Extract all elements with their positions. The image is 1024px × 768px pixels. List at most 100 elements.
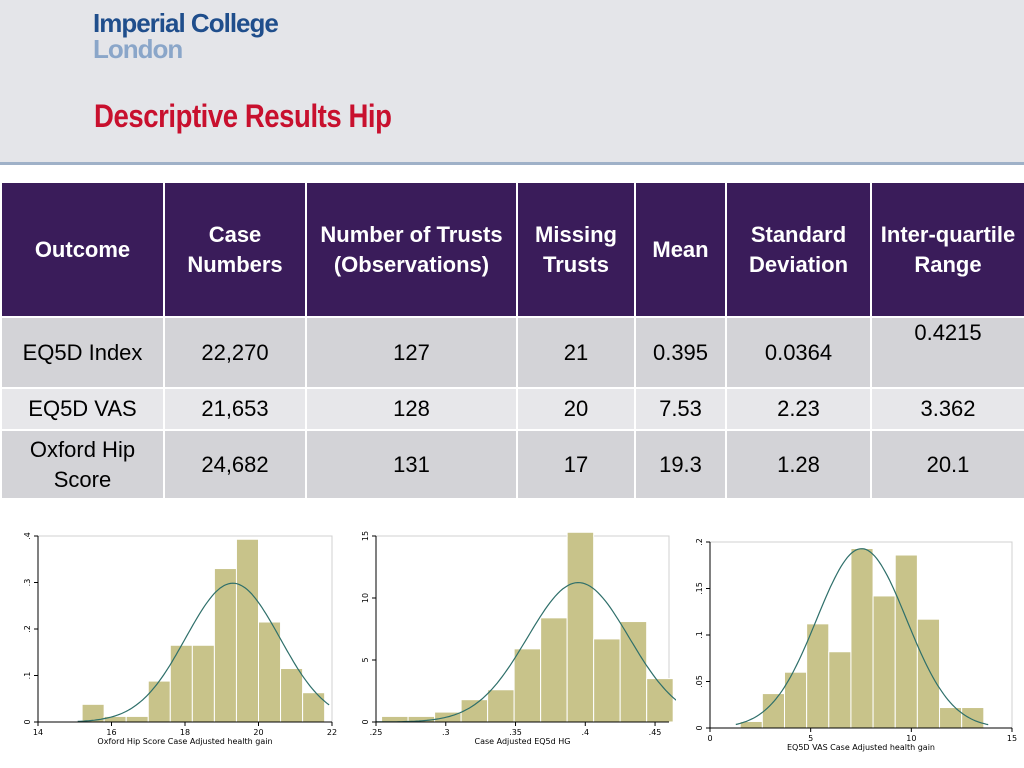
y-tick-label: .2 xyxy=(695,538,704,546)
y-tick-label: .1 xyxy=(695,631,704,639)
table-row: EQ5D Index 22,270 127 21 0.395 0.0364 0.… xyxy=(0,316,1024,389)
histogram-eq5d-vas: 0 .05 .1 .15 .2 0 5 10 15 EQ5D VAS Case Adjusted … xyxy=(676,532,1021,760)
imperial-college-logo: Imperial College London xyxy=(93,8,279,64)
x-axis-title: EQ5D VAS Case Adjusted health gain xyxy=(787,743,935,752)
x-tick-label: .4 xyxy=(581,728,589,737)
x-tick-label: 14 xyxy=(33,728,43,737)
table-cell: 20 xyxy=(516,387,636,431)
table-cell: 127 xyxy=(305,316,518,389)
histogram-bar xyxy=(169,644,193,723)
column-header-missing-trusts: Missing Trusts xyxy=(516,181,636,318)
column-header-mean: Mean xyxy=(634,181,727,318)
table-cell: 19.3 xyxy=(634,429,727,500)
table-row: Oxford Hip Score 24,682 131 17 19.3 1.28… xyxy=(0,429,1024,500)
histogram-bar xyxy=(593,638,621,723)
column-header-standard-deviation: Standard Deviation xyxy=(725,181,872,318)
table-cell: 17 xyxy=(516,429,636,500)
table-cell: 0.4215 xyxy=(870,316,1024,389)
histogram-bar xyxy=(916,618,941,729)
slide-title: Descriptive Results Hip xyxy=(94,98,392,134)
histogram-bar xyxy=(125,715,149,723)
histogram-bar xyxy=(872,595,896,729)
table-cell: 20.1 xyxy=(870,429,1024,500)
x-tick-label: .35 xyxy=(509,728,522,737)
y-tick-label: 0 xyxy=(695,725,704,730)
y-tick-label: .2 xyxy=(23,625,32,633)
x-tick-label: 5 xyxy=(808,734,813,743)
histogram-bar xyxy=(258,621,282,723)
histogram-eq5d-vas-svg: 0 .05 .1 .15 .2 0 5 10 15 EQ5D VAS Case Adjusted … xyxy=(695,538,1017,752)
x-tick-label: .25 xyxy=(370,728,383,737)
table-cell: 1.28 xyxy=(725,429,872,500)
table-cell: 0.0364 xyxy=(725,316,872,389)
x-tick-label: 22 xyxy=(327,728,337,737)
histogram-oxford-hip-svg: 0 .1 .2 .3 .4 14 16 18 20 22 Oxford Hip Score Case… xyxy=(23,532,337,746)
histogram-bar xyxy=(280,668,304,723)
y-tick-label: 15 xyxy=(361,531,370,541)
x-tick-label: 15 xyxy=(1007,734,1017,743)
table-header-row: Outcome Case Numbers Number of Trusts (O… xyxy=(0,181,1024,318)
x-tick-label: 16 xyxy=(106,728,116,737)
histogram-bar xyxy=(619,621,648,723)
histogram-bar xyxy=(103,715,127,723)
table-cell: 24,682 xyxy=(163,429,307,500)
table-cell: 3.362 xyxy=(870,387,1024,431)
table-cell: 21 xyxy=(516,316,636,389)
histogram-bar xyxy=(513,648,542,723)
histogram-bar xyxy=(961,707,985,729)
table-cell: 7.53 xyxy=(634,387,727,431)
logo-line-2: London xyxy=(93,34,183,64)
x-tick-label: .3 xyxy=(442,728,450,737)
column-header-number-of-trusts: Number of Trusts (Observations) xyxy=(305,181,518,318)
column-header-outcome: Outcome xyxy=(0,181,165,318)
histogram-bar xyxy=(761,693,785,729)
normal-density-curve xyxy=(77,582,330,722)
histogram-eq5d-index-svg: 0 5 10 15 .25 .3 .35 .4 .45 Case Adjusted EQ5d HG xyxy=(361,531,679,746)
y-tick-label: .3 xyxy=(23,579,32,587)
histogram-bar xyxy=(147,680,171,723)
histogram-bar xyxy=(828,651,852,729)
table-cell: 21,653 xyxy=(163,387,307,431)
y-tick-label: 0 xyxy=(23,719,32,724)
logo-line-1: Imperial College xyxy=(93,8,279,38)
x-axis-title: Case Adjusted EQ5d HG xyxy=(475,737,571,746)
x-tick-label: 0 xyxy=(707,734,712,743)
histogram-bar xyxy=(850,548,874,729)
histogram-bar xyxy=(894,554,918,729)
column-header-case-numbers: Case Numbers xyxy=(163,181,307,318)
histogram-bar xyxy=(191,644,215,723)
table-cell: 2.23 xyxy=(725,387,872,431)
descriptive-results-table: Outcome Case Numbers Number of Trusts (O… xyxy=(0,181,1024,500)
histogram-bar xyxy=(213,568,237,723)
histogram-bar xyxy=(302,692,326,723)
histogram-eq5d-index: 0 5 10 15 .25 .3 .35 .4 .45 Case Adjusted EQ5d HG xyxy=(342,524,682,750)
histogram-bar xyxy=(540,617,568,723)
table-cell: 128 xyxy=(305,387,518,431)
y-tick-label: 0 xyxy=(361,719,370,724)
histogram-bar xyxy=(566,531,595,723)
histogram-bar xyxy=(235,538,259,723)
table-cell: EQ5D VAS xyxy=(0,387,165,431)
y-tick-label: .05 xyxy=(695,675,704,688)
table-cell: EQ5D Index xyxy=(0,316,165,389)
x-axis-title: Oxford Hip Score Case Adjusted health ga… xyxy=(97,737,272,746)
normal-density-curve xyxy=(376,581,679,723)
normal-density-curve xyxy=(735,548,989,726)
x-tick-label: 18 xyxy=(180,728,190,737)
slide-header: Imperial College London Descriptive Resu… xyxy=(0,0,1024,165)
histogram-bar xyxy=(487,689,515,723)
table-cell: Oxford Hip Score xyxy=(0,429,165,500)
column-header-iqr: Inter-quartile Range xyxy=(870,181,1024,318)
histogram-bar xyxy=(806,623,830,729)
y-tick-label: 5 xyxy=(361,657,370,662)
histogram-bar xyxy=(646,678,674,723)
table-cell: 0.395 xyxy=(634,316,727,389)
table-cell: 131 xyxy=(305,429,518,500)
table-cell: 22,270 xyxy=(163,316,307,389)
y-tick-label: .4 xyxy=(23,532,32,540)
x-tick-label: 20 xyxy=(253,728,263,737)
x-tick-label: 10 xyxy=(906,734,916,743)
y-tick-label: .1 xyxy=(23,672,32,680)
y-tick-label: .15 xyxy=(695,582,704,595)
x-tick-label: .45 xyxy=(649,728,662,737)
